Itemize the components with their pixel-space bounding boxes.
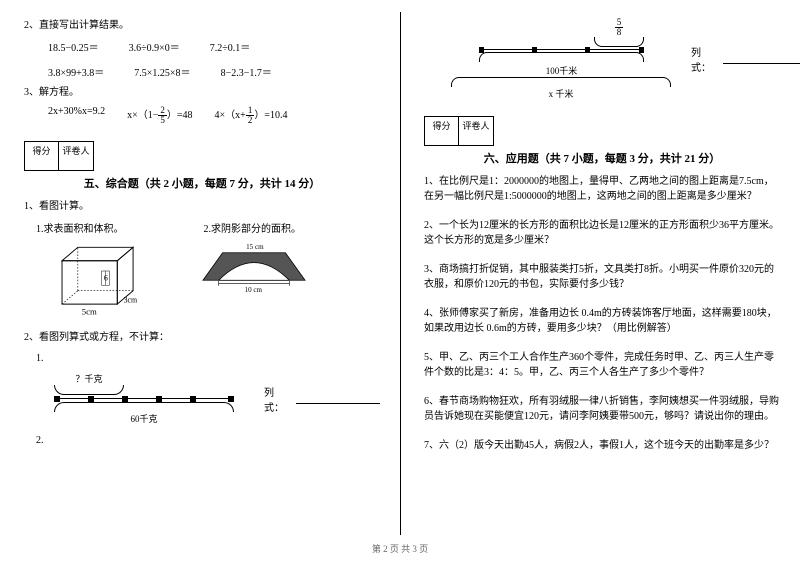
s5-q2: 2、看图列算式或方程，不计算： xyxy=(24,330,380,345)
eq-b-pre: x×（1− xyxy=(127,110,158,121)
bracket-diagram-1: ？千克 60千克 列式： xyxy=(24,372,380,425)
eq-c-pre: 4×（x+ xyxy=(215,110,246,121)
q3-header: 3、解方程。 xyxy=(24,85,380,100)
arch-bot-label: 10 cm xyxy=(245,286,263,294)
q6-2: 2、一个长为12厘米的长方形的面积比边长是12厘米的正方形面积少36平方厘米。这… xyxy=(424,218,780,248)
q2-row2: 3.8×99+3.8＝ 7.5×1.25×8＝ 8−2.3−1.7＝ xyxy=(24,64,380,79)
top-frac: 58 xyxy=(594,18,644,37)
col2-bar xyxy=(479,49,644,50)
page-footer: 第 2 页 共 3 页 xyxy=(0,542,800,555)
figures-row: 6 3cm 5cm 15 cm 10 cm xyxy=(24,241,380,316)
q6-6: 6、春节商场购物狂欢，所有羽绒服一律八折销售，李阿姨想买一件羽绒服，导购员告诉她… xyxy=(424,394,780,424)
bracket1-bot-label: 60千克 xyxy=(54,412,234,425)
eq: 7.2÷0.1＝ xyxy=(210,39,251,54)
frac-den: 8 xyxy=(615,28,624,37)
cuboid-width: 5cm xyxy=(82,307,97,317)
mid-label: 100千米 xyxy=(479,64,644,77)
eq-c-post: ）=10.4 xyxy=(254,110,287,121)
q6-7: 7、六（2）版今天出勤45人，病假2人，事假1人，这个班今天的出勤率是多少？ xyxy=(424,438,780,453)
eq: 3.6÷0.9×0＝ xyxy=(129,39,180,54)
col2-diagram: 58 100千米 x 千米 xyxy=(424,18,671,100)
q6-5: 5、甲、乙、丙三个工人合作生产360个零件，完成任务时甲、乙、丙三人生产零件个数… xyxy=(424,350,780,380)
bracket-bot-curve xyxy=(54,402,234,412)
q6-1: 1、在比例尺是1：2000000的地图上，量得甲、乙两地之间的图上距离是7.5c… xyxy=(424,174,780,204)
eq: 18.5−0.25＝ xyxy=(48,39,99,54)
q6-3: 3、商场搞打折促销，其中服装类打5折，文具类打8折。小明买一件原价320元的衣服… xyxy=(424,262,780,292)
eq: 3.8×99+3.8＝ xyxy=(48,64,104,79)
bracket-top xyxy=(594,37,644,47)
eq-b: x×（1−25）=48 xyxy=(127,106,192,125)
bracket-top-curve xyxy=(54,385,124,395)
eq-b-post: ）=48 xyxy=(167,110,193,121)
bracket-mid xyxy=(479,52,644,62)
formula-label: 列式： xyxy=(264,384,292,414)
section5-title: 五、综合题（共 2 小题，每题 7 分，共计 14 分） xyxy=(24,175,380,191)
score-box: 得分 评卷人 xyxy=(24,141,94,171)
score-label: 得分 xyxy=(425,117,459,145)
grader-label: 评卷人 xyxy=(459,117,493,145)
cuboid-figure: 6 3cm 5cm xyxy=(54,241,149,316)
bracket-bot xyxy=(451,77,671,87)
eq: 7.5×1.25×8＝ xyxy=(134,64,190,79)
frac: 25 xyxy=(158,106,167,125)
s5-q1b: 2.求阴影部分的面积。 xyxy=(204,220,302,235)
s5-q2-sub2: 2. xyxy=(24,433,380,448)
column-divider xyxy=(400,12,401,535)
s5-q1a: 1.求表面积和体积。 xyxy=(36,220,124,235)
section6-title: 六、应用题（共 7 小题，每题 3 分，共计 21 分） xyxy=(424,150,780,166)
s5-q2-sub1: 1. xyxy=(24,351,380,366)
cuboid-depth: 3cm xyxy=(124,296,138,305)
score-label: 得分 xyxy=(25,142,59,170)
left-column: 2、直接写出计算结果。 18.5−0.25＝ 3.6÷0.9×0＝ 7.2÷0.… xyxy=(0,0,400,540)
cuboid-height: 6 xyxy=(104,274,108,283)
top-diagram-row: 58 100千米 x 千米 列式： xyxy=(424,18,780,100)
formula-1: 列式： xyxy=(264,384,380,414)
bot-label: x 千米 xyxy=(451,87,671,100)
bracket1-top-label: ？千克 xyxy=(54,372,124,385)
s5-q1: 1、看图计算。 xyxy=(24,199,380,214)
q2-row1: 18.5−0.25＝ 3.6÷0.9×0＝ 7.2÷0.1＝ xyxy=(24,39,380,54)
eq-a: 2x+30%x=9.2 xyxy=(48,106,105,125)
eq-c: 4×（x+12）=10.4 xyxy=(215,106,288,125)
formula-2: 列式： xyxy=(691,44,800,74)
s5-q1-sub: 1.求表面积和体积。 2.求阴影部分的面积。 xyxy=(24,220,380,235)
blank-line xyxy=(296,394,380,404)
q3-eqs: 2x+30%x=9.2 x×（1−25）=48 4×（x+12）=10.4 xyxy=(24,106,380,125)
bar-line xyxy=(54,398,234,399)
q6-4: 4、张师傅家买了新房，准备用边长 0.4m的方砖装饰客厅地面，这样需要180块，… xyxy=(424,306,780,336)
right-column: 58 100千米 x 千米 列式： 得分 评卷人 xyxy=(400,0,800,540)
bracket-left: ？千克 60千克 xyxy=(54,372,234,425)
eq: 8−2.3−1.7＝ xyxy=(221,64,272,79)
arch-figure: 15 cm 10 cm xyxy=(199,241,309,296)
arch-top-label: 15 cm xyxy=(246,243,264,251)
formula-label: 列式： xyxy=(691,44,719,74)
score-box-2: 得分 评卷人 xyxy=(424,116,494,146)
frac-den: 5 xyxy=(158,116,167,125)
q2-header: 2、直接写出计算结果。 xyxy=(24,18,380,33)
grader-label: 评卷人 xyxy=(59,142,93,170)
blank-line xyxy=(723,54,800,64)
